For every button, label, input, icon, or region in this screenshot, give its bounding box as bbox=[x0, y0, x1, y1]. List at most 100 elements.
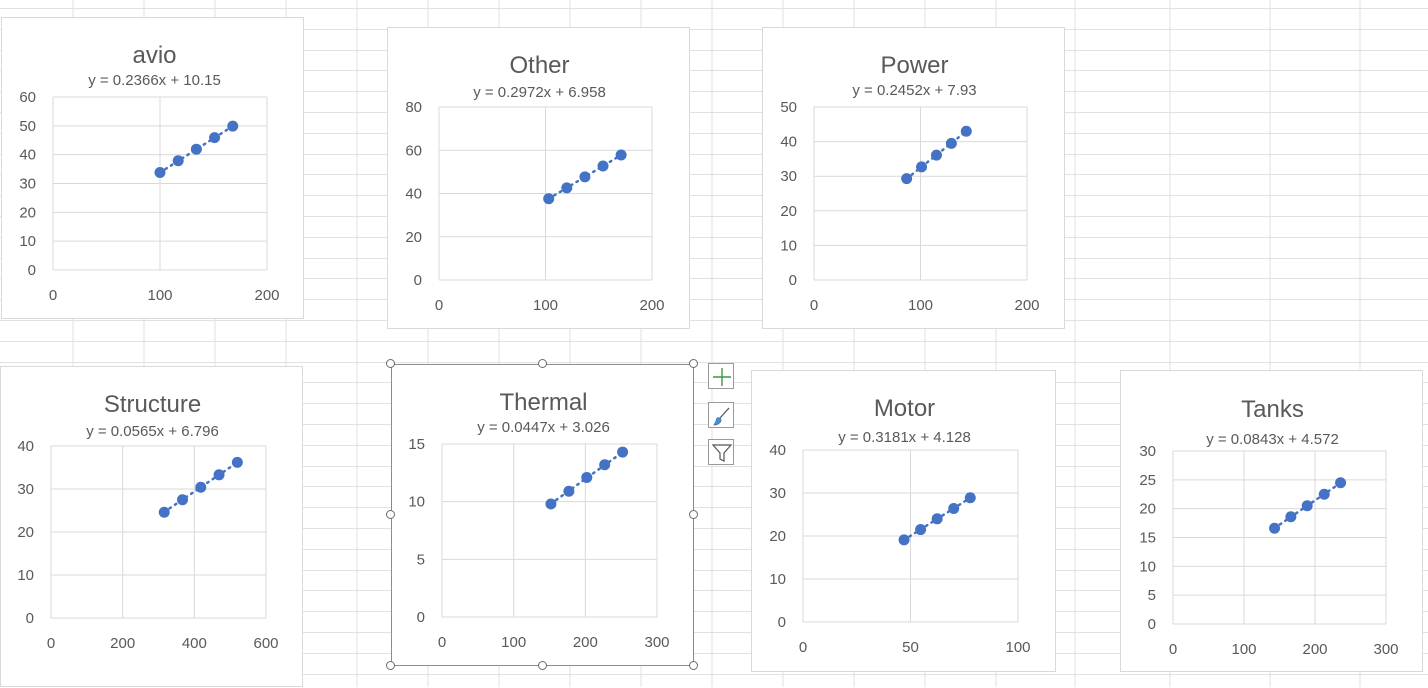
resize-handle[interactable] bbox=[386, 661, 395, 670]
y-tick-label: 10 bbox=[1139, 558, 1156, 575]
resize-handle[interactable] bbox=[537, 359, 547, 368]
trendline-equation: y = 0.2972x + 6.958 bbox=[473, 84, 606, 101]
data-point[interactable] bbox=[154, 167, 166, 179]
trendline bbox=[547, 153, 623, 201]
x-tick-label: 0 bbox=[49, 287, 57, 304]
chart-avio[interactable]: 0 10 20 30 40 50 60 0 100 200 avio y = 0.2366x + 10… bbox=[1, 17, 304, 319]
x-tick-label: 100 bbox=[501, 634, 526, 651]
data-point[interactable] bbox=[1301, 500, 1313, 512]
data-point[interactable] bbox=[964, 492, 976, 504]
y-tick-label: 20 bbox=[17, 524, 34, 541]
data-point[interactable] bbox=[948, 502, 960, 514]
resize-handle[interactable] bbox=[537, 661, 547, 670]
data-point[interactable] bbox=[579, 171, 591, 183]
y-tick-label: 20 bbox=[19, 204, 36, 221]
data-point[interactable] bbox=[231, 456, 243, 468]
data-point[interactable] bbox=[1318, 488, 1330, 500]
data-point[interactable] bbox=[916, 161, 928, 173]
y-tick-label: 0 bbox=[1148, 616, 1156, 633]
data-point[interactable] bbox=[213, 469, 225, 481]
data-point[interactable] bbox=[597, 160, 609, 172]
data-point[interactable] bbox=[901, 173, 913, 185]
chart-motor[interactable]: 0 10 20 30 40 0 50 100 Motor y = 0.3181x + 4.128 bbox=[751, 370, 1056, 672]
data-point[interactable] bbox=[227, 120, 239, 132]
chart-power[interactable]: 0 10 20 30 40 50 0 100 200 Power y = 0.2452x + 7.9… bbox=[762, 27, 1065, 329]
y-tick-label: 15 bbox=[1139, 530, 1156, 547]
x-tick-label: 100 bbox=[908, 297, 933, 314]
resize-handle[interactable] bbox=[689, 510, 698, 519]
chart-other[interactable]: 0 20 40 60 80 0 100 200 Other y = 0.2972x + 6.958 bbox=[387, 27, 690, 329]
x-tick-label: 200 bbox=[1014, 297, 1039, 314]
y-tick-label: 50 bbox=[780, 99, 797, 116]
resize-handle[interactable] bbox=[689, 359, 698, 368]
chart-tanks[interactable]: 0 5 10 15 20 25 30 0 100 200 300 Tanks y = 0.0843x +… bbox=[1120, 370, 1423, 672]
chart-elements-button[interactable] bbox=[708, 363, 734, 389]
data-point[interactable] bbox=[931, 513, 943, 525]
data-point[interactable] bbox=[545, 498, 557, 510]
chart-svg: 0 5 10 15 0 100 200 300 Thermal y = 0.0447x + 3.0… bbox=[408, 389, 669, 651]
y-tick-label: 40 bbox=[405, 186, 422, 203]
y-tick-label: 20 bbox=[1139, 501, 1156, 518]
y-tick-label: 30 bbox=[769, 485, 786, 502]
y-tick-label: 20 bbox=[405, 229, 422, 246]
data-point[interactable] bbox=[195, 481, 207, 493]
data-point[interactable] bbox=[615, 149, 627, 161]
x-tick-label: 50 bbox=[902, 639, 919, 656]
resize-handle[interactable] bbox=[386, 510, 395, 519]
paintbrush-icon bbox=[713, 407, 730, 426]
data-point[interactable] bbox=[581, 471, 593, 483]
y-tick-label: 20 bbox=[769, 528, 786, 545]
chart-structure[interactable]: 0 10 20 30 40 0 200 400 600 Structure y = 0.0565x … bbox=[0, 366, 303, 687]
x-tick-label: 0 bbox=[810, 297, 818, 314]
x-tick-label: 600 bbox=[253, 635, 278, 652]
y-tick-label: 40 bbox=[780, 134, 797, 151]
data-point[interactable] bbox=[617, 446, 629, 458]
trendline-equation: y = 0.0843x + 4.572 bbox=[1206, 431, 1339, 448]
data-point[interactable] bbox=[930, 149, 942, 161]
y-tick-label: 30 bbox=[1139, 443, 1156, 460]
data-point[interactable] bbox=[1285, 511, 1297, 523]
chart-filters-button[interactable] bbox=[708, 439, 734, 465]
y-tick-label: 40 bbox=[17, 438, 34, 455]
data-point[interactable] bbox=[1335, 477, 1347, 489]
chart-title: avio bbox=[132, 42, 176, 69]
data-point[interactable] bbox=[898, 534, 910, 546]
chart-styles-button[interactable] bbox=[708, 402, 734, 428]
data-point[interactable] bbox=[177, 494, 189, 506]
chart-title: Motor bbox=[874, 395, 935, 422]
x-tick-label: 200 bbox=[254, 287, 279, 304]
data-point[interactable] bbox=[915, 524, 927, 536]
y-tick-label: 40 bbox=[769, 442, 786, 459]
data-point[interactable] bbox=[190, 143, 202, 155]
y-tick-label: 5 bbox=[417, 551, 425, 568]
y-tick-label: 10 bbox=[780, 237, 797, 254]
y-tick-label: 20 bbox=[780, 203, 797, 220]
data-point[interactable] bbox=[945, 137, 957, 149]
x-tick-label: 200 bbox=[573, 634, 598, 651]
data-point[interactable] bbox=[563, 485, 575, 497]
y-tick-label: 10 bbox=[408, 494, 425, 511]
y-tick-label: 60 bbox=[19, 89, 36, 106]
resize-handle[interactable] bbox=[386, 359, 395, 368]
data-point[interactable] bbox=[158, 506, 170, 518]
data-point[interactable] bbox=[172, 155, 184, 167]
chart-svg: 0 20 40 60 80 0 100 200 Other y = 0.2972x + 6.958 bbox=[405, 52, 664, 314]
data-point[interactable] bbox=[543, 193, 555, 205]
y-tick-label: 30 bbox=[19, 176, 36, 193]
x-tick-label: 100 bbox=[147, 287, 172, 304]
y-tick-label: 40 bbox=[19, 147, 36, 164]
y-tick-label: 25 bbox=[1139, 472, 1156, 489]
trendline bbox=[549, 450, 624, 505]
data-point[interactable] bbox=[561, 182, 573, 194]
x-tick-label: 300 bbox=[644, 634, 669, 651]
data-point[interactable] bbox=[960, 125, 972, 137]
resize-handle[interactable] bbox=[689, 661, 698, 670]
chart-thermal[interactable]: 0 5 10 15 0 100 200 300 Thermal y = 0.0447x + 3.0… bbox=[391, 364, 694, 666]
data-point[interactable] bbox=[1269, 522, 1281, 534]
y-tick-label: 60 bbox=[405, 142, 422, 159]
trendline bbox=[158, 124, 235, 174]
data-point[interactable] bbox=[209, 132, 221, 144]
y-tick-label: 15 bbox=[408, 436, 425, 453]
data-point[interactable] bbox=[599, 459, 611, 471]
